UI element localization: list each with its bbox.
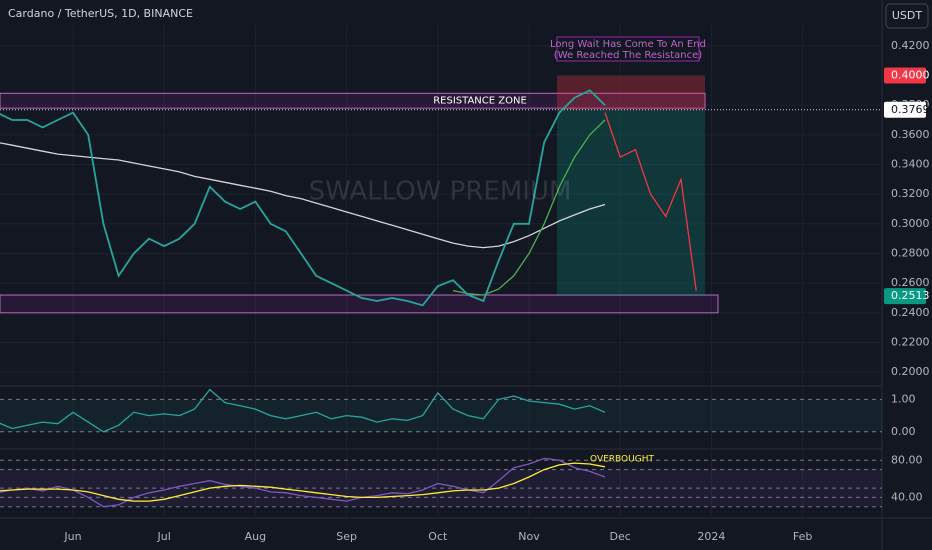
- y-tick-label: 0.3400: [891, 158, 930, 171]
- watermark: SWALLOW PREMIUM: [309, 177, 572, 207]
- y-tick-label: 0.3000: [891, 217, 930, 230]
- y-tick-label: 80.00: [891, 453, 923, 466]
- series-line: [452, 119, 606, 296]
- series-line: [0, 457, 606, 508]
- annotation: Long Wait Has Come To An End: [550, 39, 706, 50]
- x-tick-label: Nov: [518, 530, 540, 543]
- annotation-box: [556, 36, 700, 62]
- price-label-bg: [884, 288, 926, 305]
- price-label: 0.4000: [891, 69, 930, 82]
- y-tick-label: 40.00: [891, 490, 923, 503]
- price-label: 0.3769: [891, 103, 930, 116]
- zone-label: RESISTANCE ZONE: [433, 96, 527, 107]
- price-label-bg: [884, 101, 926, 118]
- x-tick-label: Dec: [610, 530, 631, 543]
- y-tick-label: 1.00: [891, 392, 916, 405]
- series-line: [0, 142, 606, 249]
- price-label-bg: [884, 67, 926, 84]
- y-tick-label: 0.2600: [891, 276, 930, 289]
- annotation: (We Reached The Resistance): [554, 50, 702, 61]
- price-label: 0.2513: [891, 289, 930, 302]
- y-tick-label: 0.3600: [891, 128, 930, 141]
- x-tick-label: Oct: [428, 530, 448, 543]
- series-line: [0, 462, 606, 502]
- y-tick-label: 0.2800: [891, 247, 930, 260]
- y-tick-label: 0.2000: [891, 365, 930, 378]
- x-tick-label: Sep: [336, 530, 357, 543]
- target-zone: [557, 109, 705, 297]
- y-tick-label: 0.3200: [891, 187, 930, 200]
- x-tick-label: Jun: [63, 530, 81, 543]
- series-line: [0, 388, 606, 433]
- currency-button[interactable]: [885, 3, 929, 29]
- x-tick-label: 2024: [697, 530, 725, 543]
- zone: [0, 92, 706, 109]
- y-tick-label: 0.00: [891, 425, 916, 438]
- zone: [0, 294, 719, 314]
- y-tick-label: 0.2200: [891, 336, 930, 349]
- x-tick-label: Jul: [157, 530, 171, 543]
- chart-title: Cardano / TetherUS, 1D, BINANCE: [8, 7, 193, 20]
- series-line: [0, 89, 606, 307]
- x-tick-label: Aug: [245, 530, 266, 543]
- y-tick-label: 0.4200: [891, 39, 930, 52]
- osc-band: [0, 399, 882, 432]
- currency-label[interactable]: USDT: [892, 9, 923, 22]
- rsi-annotation: OVERBOUGHT: [590, 455, 654, 465]
- stop-zone: [557, 75, 705, 110]
- plot: [0, 25, 882, 516]
- series-line: [604, 112, 697, 291]
- y-tick-label: 0.2400: [891, 306, 930, 319]
- x-tick-label: Feb: [793, 530, 812, 543]
